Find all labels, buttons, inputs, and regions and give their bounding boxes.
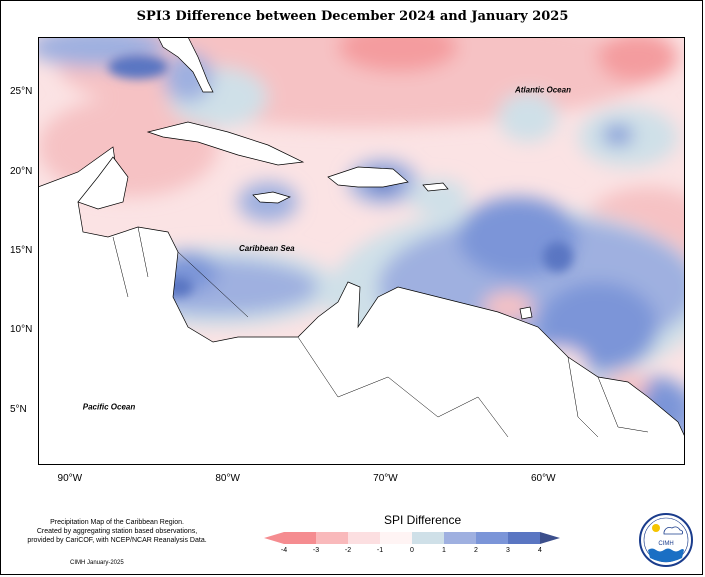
sun-icon (652, 524, 660, 532)
legend-swatch (508, 532, 540, 544)
legend-swatch (348, 532, 380, 544)
legend-tick: 1 (442, 547, 446, 554)
footer-note: CIMH January-2025 (70, 560, 124, 566)
spi-map: Atlantic Ocean Caribbean Sea Pacific Ocean (38, 37, 685, 465)
lat-label: 10°N (10, 324, 33, 336)
land-mask (38, 37, 685, 465)
legend-arrow-right (540, 532, 560, 544)
legend-swatch (316, 532, 348, 544)
lat-label: 20°N (10, 165, 33, 177)
legend-tick: 4 (538, 547, 542, 554)
legend-title: SPI Difference (384, 513, 462, 527)
credits-line-2: Created by aggregating station based obs… (36, 528, 198, 535)
legend-tick: -1 (376, 547, 384, 554)
legend-tick: 2 (474, 547, 478, 554)
map-title: SPI3 Difference between December 2024 an… (136, 9, 569, 24)
lat-label: 5°N (10, 403, 27, 415)
legend-arrow-left (264, 532, 284, 544)
legend-swatch (380, 532, 412, 544)
credits-line-1: Precipitation Map of the Caribbean Regio… (50, 519, 184, 526)
wave-icon (648, 548, 684, 562)
lon-label: 90°W (57, 473, 83, 484)
logo-text: CIMH (658, 541, 673, 547)
legend-tick: -2 (344, 547, 352, 554)
legend-tick: 3 (506, 547, 510, 554)
legend-swatch (412, 532, 444, 544)
lat-label: 15°N (10, 245, 33, 256)
spi-field: Atlantic Ocean Caribbean Sea Pacific Ocean (38, 37, 685, 465)
lat-label: 25°N (10, 86, 33, 98)
lon-label: 80°W (215, 473, 240, 484)
cimh-logo: CIMH (639, 513, 693, 567)
credits: Precipitation Map of the Caribbean Regio… (22, 518, 212, 545)
lon-label: 60°W (530, 473, 556, 484)
ocean-label: Atlantic Ocean (514, 85, 571, 94)
legend-tick: 0 (410, 547, 414, 554)
legend-tick: -4 (280, 547, 288, 554)
ocean-label: Pacific Ocean (83, 403, 136, 412)
credits-line-3: provided by CariCOF, with NCEP/NCAR Rean… (27, 537, 207, 544)
ocean-label: Caribbean Sea (239, 244, 295, 253)
lon-label: 70°W (373, 473, 398, 484)
legend-swatch (284, 532, 316, 544)
color-legend (264, 532, 560, 544)
legend-swatch (476, 532, 508, 544)
legend-tick: -3 (312, 547, 320, 554)
borders (112, 226, 649, 438)
cloud-icon (663, 526, 684, 535)
legend-swatch (444, 532, 476, 544)
